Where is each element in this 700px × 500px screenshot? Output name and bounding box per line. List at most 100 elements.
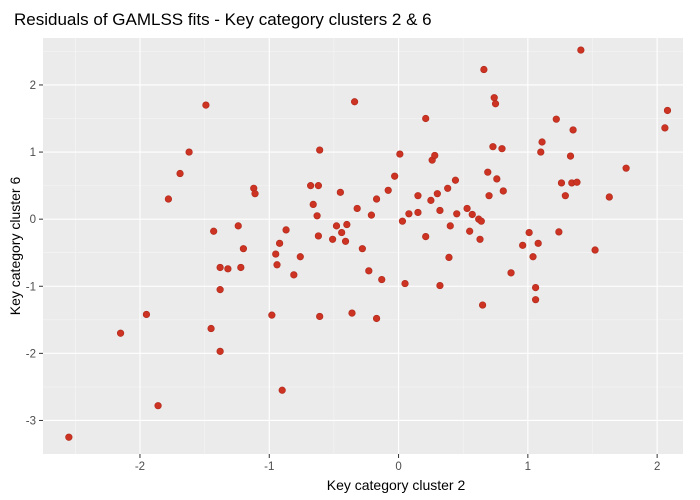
data-point: [116, 329, 125, 337]
data-point: [296, 253, 304, 261]
x-axis-title: Key category cluster 2: [327, 477, 466, 493]
data-point: [507, 269, 515, 277]
x-tick-label: 1: [525, 461, 531, 473]
data-point: [532, 284, 540, 292]
data-point: [444, 184, 452, 192]
data-point: [367, 211, 376, 219]
data-point: [307, 182, 315, 190]
y-tick-label: -1: [26, 281, 36, 293]
x-tick-label: 2: [654, 461, 660, 473]
data-point: [358, 245, 366, 253]
data-point: [372, 195, 381, 203]
y-tick-label: 2: [30, 80, 36, 92]
data-point: [405, 210, 413, 218]
data-point: [422, 233, 430, 241]
data-point: [534, 239, 542, 247]
data-point: [282, 226, 290, 234]
data-point: [314, 182, 322, 190]
data-point: [234, 222, 242, 230]
data-point: [414, 192, 422, 200]
data-point: [316, 146, 324, 154]
data-point: [185, 148, 193, 156]
data-point: [343, 220, 351, 229]
y-axis-ticks: -3 -2 -1 0 1 2: [26, 80, 43, 427]
minor-gridlines: [43, 38, 683, 454]
data-point: [216, 347, 224, 355]
data-point: [427, 196, 435, 204]
data-point: [216, 263, 224, 272]
x-axis-ticks: -2 -1 0 1 2: [135, 454, 660, 473]
data-point: [365, 267, 373, 275]
x-tick-label: 0: [395, 461, 401, 473]
data-point: [350, 98, 359, 106]
data-point: [519, 241, 527, 249]
data-point: [272, 250, 280, 258]
data-point: [463, 204, 471, 213]
y-tick-label: 1: [30, 147, 36, 159]
data-point: [353, 204, 361, 213]
data-point: [555, 228, 563, 236]
data-point: [493, 175, 501, 183]
data-point: [372, 314, 381, 323]
data-point: [239, 245, 248, 253]
data-point: [622, 164, 630, 172]
data-point: [332, 222, 341, 230]
data-point: [499, 187, 507, 195]
data-point: [491, 100, 500, 108]
y-axis-title: Key category cluster 6: [7, 177, 23, 316]
data-point: [569, 126, 577, 134]
data-point: [329, 235, 337, 243]
data-point: [207, 324, 215, 333]
data-points: [65, 46, 672, 441]
data-point: [278, 386, 286, 394]
data-point: [573, 178, 581, 186]
data-point: [268, 311, 276, 319]
data-point: [525, 228, 533, 237]
data-point: [591, 246, 599, 254]
data-point: [485, 192, 493, 200]
data-point: [476, 235, 484, 243]
data-point: [224, 265, 232, 273]
data-point: [314, 232, 322, 240]
y-tick-label: -2: [26, 348, 36, 360]
data-point: [341, 237, 350, 245]
data-point: [661, 124, 669, 132]
data-point: [237, 263, 245, 272]
data-point: [422, 114, 430, 123]
data-point: [316, 312, 324, 321]
data-point: [414, 208, 422, 217]
data-point: [384, 186, 392, 194]
data-point: [480, 65, 488, 74]
data-point: [216, 286, 224, 294]
data-point: [557, 179, 566, 187]
data-point: [154, 402, 162, 410]
data-point: [431, 151, 439, 160]
data-point: [561, 192, 569, 200]
data-point: [378, 275, 386, 284]
data-point: [529, 253, 537, 261]
data-point: [401, 279, 409, 288]
data-point: [466, 227, 474, 235]
data-point: [605, 193, 613, 201]
data-point: [313, 212, 321, 220]
x-tick-label: -1: [264, 461, 274, 473]
data-point: [478, 301, 487, 309]
data-point: [538, 138, 546, 146]
data-point: [251, 190, 259, 198]
data-point: [436, 206, 444, 215]
chart-title: Residuals of GAMLSS fits - Key category …: [14, 10, 432, 29]
data-point: [489, 143, 497, 151]
data-point: [336, 188, 344, 196]
data-point: [273, 261, 281, 269]
data-point: [490, 94, 498, 102]
data-point: [663, 106, 672, 115]
data-point: [436, 281, 444, 290]
data-point: [164, 195, 173, 203]
x-tick-label: -2: [135, 461, 145, 473]
data-point: [142, 310, 151, 319]
data-point: [391, 172, 399, 180]
data-point: [445, 253, 453, 262]
data-point: [210, 227, 218, 235]
data-point: [552, 115, 560, 123]
